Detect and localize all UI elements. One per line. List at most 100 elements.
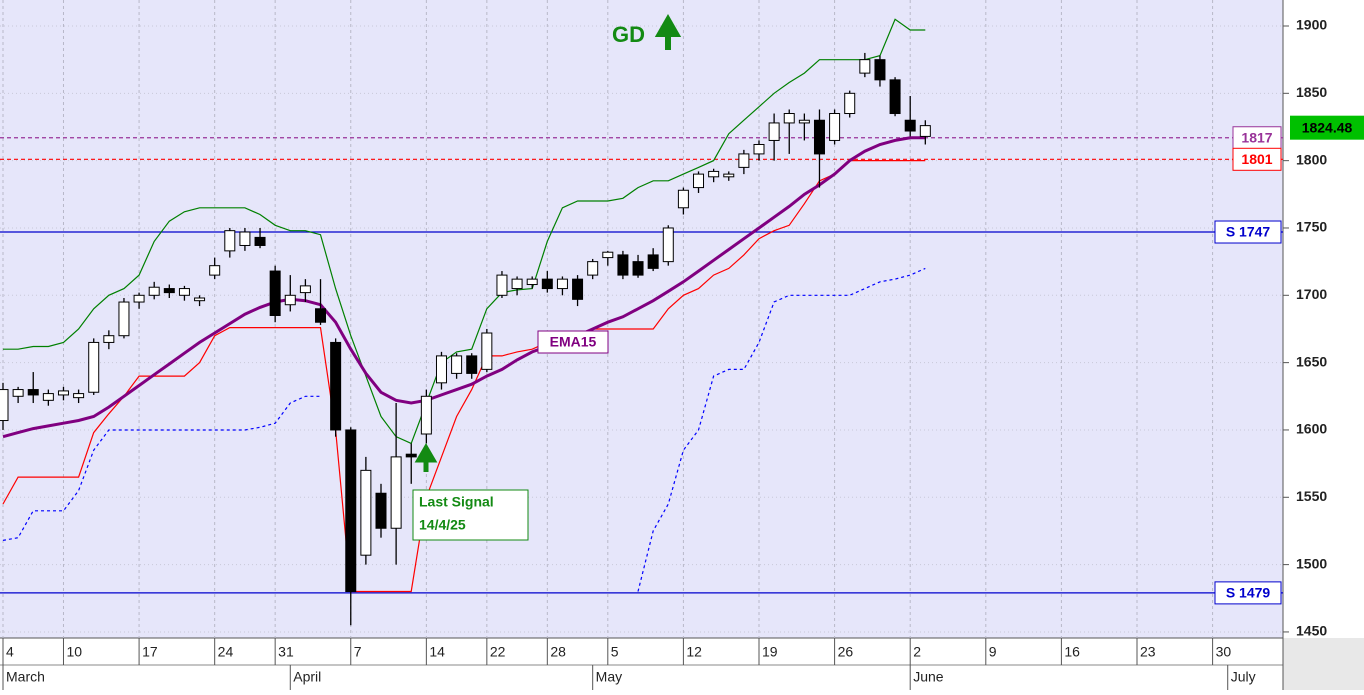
- indicator-line: [2, 267, 926, 592]
- x-tick-label: 24: [218, 644, 234, 660]
- candle-body: [708, 170, 720, 178]
- candle-body: [647, 254, 659, 269]
- candle-body: [904, 119, 916, 132]
- candle-body: [330, 341, 342, 431]
- candle-body: [466, 355, 478, 374]
- candle-body: [0, 389, 9, 422]
- candle-body: [27, 389, 39, 396]
- y-tick-label: 1650: [1296, 353, 1327, 369]
- level-box: [1214, 220, 1282, 244]
- candle-body: [496, 274, 508, 296]
- x-tick-label: 14: [429, 644, 445, 660]
- signal-text: Last Signal: [419, 494, 494, 510]
- last-price-label: 1824.48: [1302, 119, 1353, 135]
- x-tick-label: 26: [838, 644, 854, 660]
- candle-body: [88, 341, 100, 393]
- candle-body: [874, 59, 886, 81]
- plot-background: [0, 0, 1283, 638]
- candle-body: [813, 119, 825, 155]
- candle-body: [435, 355, 447, 384]
- line-label: EMA15: [550, 334, 597, 350]
- level-box: [1232, 147, 1282, 171]
- line-label-box: [537, 330, 609, 354]
- candle-body: [103, 335, 115, 343]
- candle-body: [284, 294, 296, 306]
- candle-body: [420, 395, 432, 435]
- x-tick-label: 30: [1216, 644, 1232, 660]
- candle-body: [919, 125, 931, 137]
- level-box: [1214, 581, 1282, 605]
- indicator-line: [3, 18, 926, 445]
- candle-body: [768, 122, 780, 141]
- candle-body: [375, 492, 387, 529]
- candle-body: [178, 288, 190, 296]
- level-label: 1801: [1241, 151, 1272, 167]
- indicator-line: [2, 160, 926, 593]
- up-arrow: [654, 13, 682, 50]
- candle-body: [783, 113, 795, 124]
- candle-body: [224, 230, 236, 252]
- month-label: March: [6, 669, 45, 685]
- candle-body: [572, 278, 584, 300]
- candle-body: [541, 278, 553, 290]
- x-tick-label: 31: [278, 644, 294, 660]
- indicator-line: [2, 136, 926, 439]
- candle-body: [693, 173, 705, 189]
- candle-body: [405, 453, 417, 458]
- month-label: May: [596, 669, 622, 685]
- up-arrow: [414, 443, 438, 472]
- candle-body: [889, 79, 901, 115]
- candle-body: [798, 119, 810, 124]
- y-tick-label: 1850: [1296, 84, 1327, 100]
- candle-body: [360, 469, 372, 556]
- candle-body: [587, 261, 599, 276]
- candle-body: [269, 270, 281, 316]
- x-axis-panel: [0, 638, 1283, 690]
- y-axis-panel: [1283, 0, 1364, 638]
- signal-label: GD: [612, 22, 645, 47]
- candle-body: [390, 456, 402, 529]
- month-label: July: [1231, 669, 1256, 685]
- y-tick-label: 1900: [1296, 17, 1327, 33]
- x-tick-label: 19: [762, 644, 778, 660]
- candle-body: [239, 231, 251, 246]
- candle-body: [12, 389, 24, 397]
- x-tick-label: 2: [913, 644, 921, 660]
- candle-body: [859, 59, 871, 74]
- x-tick-label: 28: [550, 644, 566, 660]
- x-tick-label: 12: [686, 644, 702, 660]
- candle-body: [299, 285, 311, 294]
- x-tick-label: 23: [1140, 644, 1156, 660]
- candle-body: [723, 173, 735, 178]
- y-tick-label: 1750: [1296, 219, 1327, 235]
- candle-body: [617, 254, 629, 276]
- month-label: April: [293, 669, 321, 685]
- candle-body: [632, 261, 644, 276]
- candle-body: [829, 113, 841, 141]
- x-tick-label: 16: [1064, 644, 1080, 660]
- y-tick-label: 1450: [1296, 623, 1327, 639]
- candle-body: [738, 153, 750, 168]
- candle-body: [209, 265, 221, 276]
- candle-body: [481, 332, 493, 370]
- candle-body: [57, 390, 69, 396]
- candle-body: [163, 288, 175, 294]
- candle-body: [345, 429, 357, 593]
- candle-body: [844, 92, 856, 115]
- y-tick-label: 1700: [1296, 286, 1327, 302]
- candle-body: [526, 278, 538, 286]
- y-tick-label: 1600: [1296, 421, 1327, 437]
- candle-body: [254, 236, 266, 246]
- level-label: S 1479: [1226, 585, 1271, 601]
- x-tick-label: 10: [66, 644, 82, 660]
- candle-body: [42, 393, 54, 401]
- last-price-box: [1290, 115, 1364, 140]
- x-tick-label: 22: [490, 644, 506, 660]
- y-tick-label: 1500: [1296, 555, 1327, 571]
- signal-date: 14/4/25: [419, 517, 466, 533]
- candle-body: [753, 143, 765, 155]
- candle-body: [677, 189, 689, 209]
- level-label: 1817: [1241, 129, 1272, 145]
- x-tick-label: 9: [989, 644, 997, 660]
